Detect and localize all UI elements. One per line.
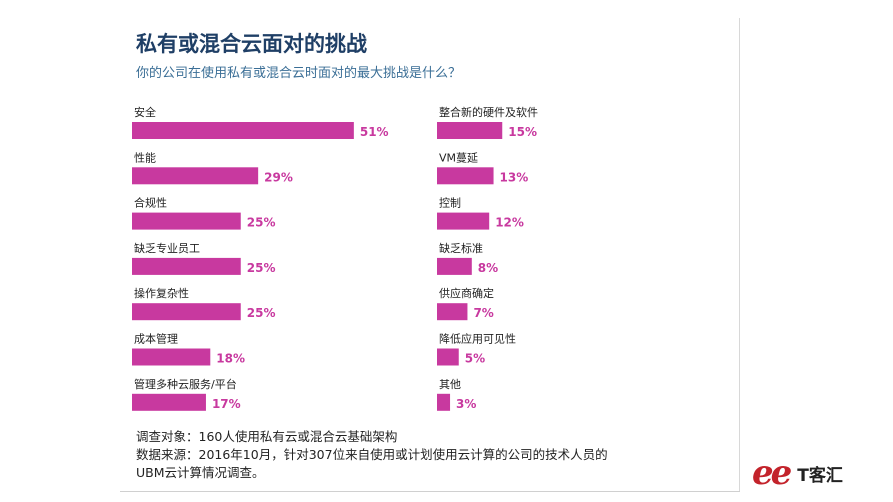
bar [132, 257, 241, 275]
bar [437, 303, 468, 321]
value-label: 15% [508, 125, 537, 139]
value-label: 12% [495, 216, 524, 230]
value-label: 7% [473, 306, 493, 320]
value-label: 13% [500, 170, 529, 184]
brand-logo: ee T客汇 [752, 455, 887, 491]
category-label: 控制 [439, 196, 461, 210]
logo-text: T客汇 [797, 465, 843, 486]
value-label: 25% [247, 306, 276, 320]
bar [437, 122, 503, 139]
value-label: 25% [247, 261, 276, 275]
category-label: 其他 [439, 378, 461, 391]
bar [437, 167, 494, 185]
bar [437, 348, 459, 366]
category-label: 降低应用可见性 [439, 332, 516, 346]
category-label: 操作复杂性 [134, 286, 189, 300]
category-label: VM蔓延 [439, 150, 478, 164]
category-label: 供应商确定 [439, 286, 494, 300]
category-label: 性能 [134, 150, 156, 164]
category-label: 缺乏专业员工 [134, 241, 200, 255]
bar [132, 167, 259, 185]
category-label: 管理多种云服务/平台 [134, 377, 237, 391]
value-label: 8% [478, 261, 498, 275]
bar [437, 393, 451, 411]
bar [132, 393, 206, 411]
bar [132, 212, 241, 230]
value-label: 3% [456, 397, 476, 411]
category-label: 安全 [134, 105, 156, 119]
bar [132, 303, 241, 321]
footnote-line-source: 数据来源：2016年10月，针对307位来自使用或计划使用云计算的公司的技术人员… [136, 447, 608, 462]
value-label: 51% [360, 125, 389, 139]
value-label: 25% [247, 216, 276, 230]
bar [132, 348, 211, 366]
slide-bottom-edge [120, 491, 740, 492]
bar [437, 257, 472, 275]
value-label: 18% [216, 352, 245, 366]
value-label: 5% [465, 352, 485, 366]
bar [437, 212, 490, 230]
logo-mark-icon: ee [752, 453, 792, 493]
chart-title: 私有或混合云面对的挑战 [136, 31, 367, 56]
value-label: 29% [264, 170, 293, 184]
bar [132, 122, 354, 139]
category-label: 整合新的硬件及软件 [439, 105, 538, 119]
footnote-line-source-cont: UBM云计算情况调查。 [136, 465, 265, 480]
value-label: 17% [212, 397, 241, 411]
category-label: 合规性 [134, 196, 167, 210]
category-label: 缺乏标准 [439, 241, 483, 255]
survey-footnote: 调查对象：160人使用私有云或混合云基础架构 数据来源：2016年10月，针对3… [136, 428, 726, 482]
category-label: 成本管理 [134, 332, 178, 346]
slide-right-edge [739, 18, 740, 492]
footnote-line-respondents: 调查对象：160人使用私有云或混合云基础架构 [136, 429, 398, 444]
chart-subtitle: 你的公司在使用私有或混合云时面对的最大挑战是什么？ [136, 66, 462, 81]
